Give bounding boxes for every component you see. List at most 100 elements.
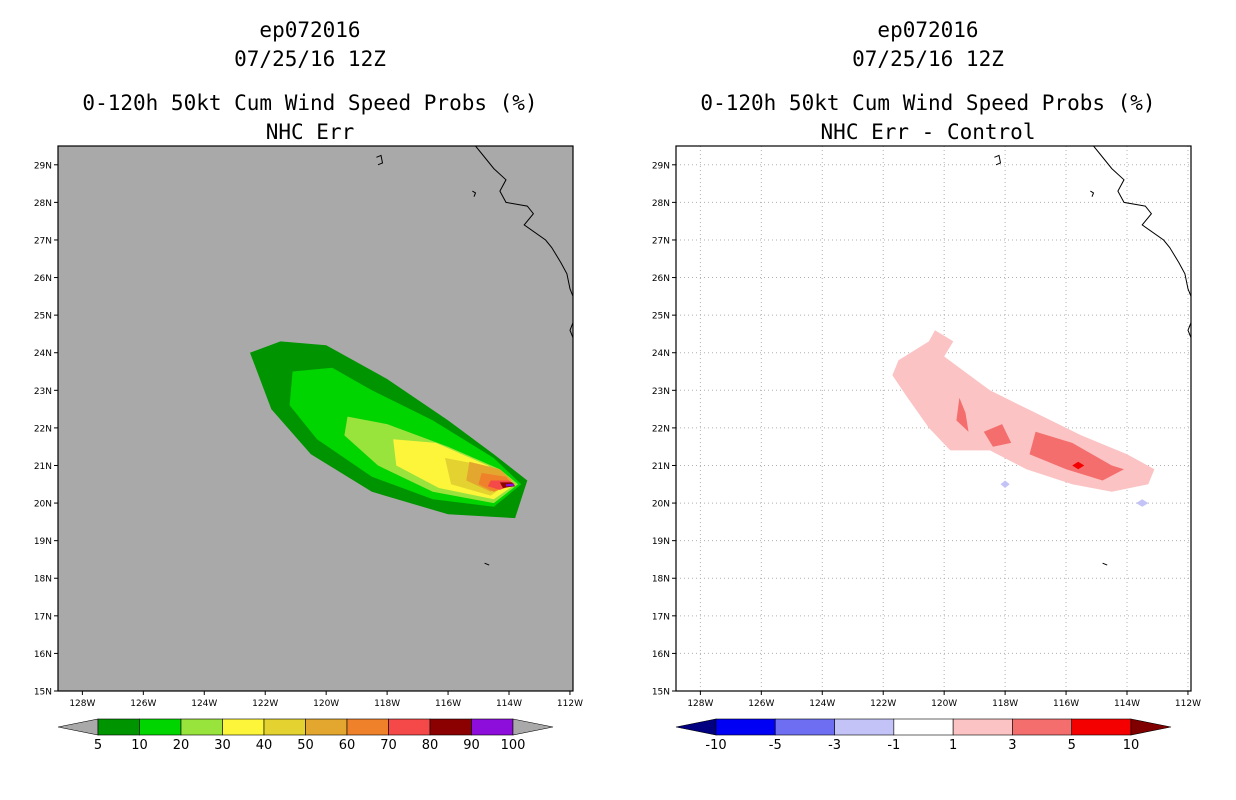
left-title-product: 0-120h 50kt Cum Wind Speed Probs (%) <box>82 91 538 115</box>
lon-label: 118W <box>992 699 1018 709</box>
lon-label: 122W <box>870 699 896 709</box>
lat-label: 29N <box>34 161 52 171</box>
lon-label: 124W <box>809 699 835 709</box>
lon-label: 118W <box>374 699 400 709</box>
lon-label: 114W <box>1114 699 1140 709</box>
colorbar-low-arrow <box>675 718 717 736</box>
lat-label: 18N <box>34 575 52 585</box>
lat-label: 20N <box>652 500 670 510</box>
map-frame <box>675 145 1192 692</box>
lon-label: 112W <box>1175 699 1201 709</box>
map-frame <box>57 145 574 692</box>
colorbar-label: -1 <box>887 738 900 753</box>
coastline <box>569 322 573 338</box>
contour-level-90 <box>506 483 514 487</box>
lat-label: 28N <box>652 199 670 209</box>
left-colorbar: 5 10 20 30 40 50 60 70 80 90 100 <box>57 718 554 753</box>
lat-label: 22N <box>34 424 52 434</box>
lat-label: 29N <box>652 161 670 171</box>
colorbar-swatch <box>222 718 265 736</box>
lon-label: 116W <box>435 699 461 709</box>
lon-label: 120W <box>931 699 957 709</box>
lon-label: 116W <box>1053 699 1079 709</box>
lat-label: 25N <box>652 312 670 322</box>
island-outline <box>484 562 490 566</box>
lon-label: 112W <box>557 699 583 709</box>
contour-level--1 <box>1136 499 1149 507</box>
colorbar-label: 80 <box>422 738 439 753</box>
lat-label: 26N <box>652 274 670 284</box>
island-outline <box>1102 562 1108 566</box>
lat-label: 16N <box>652 650 670 660</box>
contour-level-3 <box>1029 431 1124 481</box>
island-outline <box>376 154 384 166</box>
lon-label: 128W <box>69 699 95 709</box>
right-title-storm-id: ep072016 <box>877 18 979 42</box>
colorbar-label: 30 <box>214 738 231 753</box>
colorbar-swatch <box>180 718 223 736</box>
coastline <box>1187 322 1191 338</box>
contour-level-3 <box>983 424 1012 447</box>
colorbar-label: 70 <box>380 738 397 753</box>
lat-label: 21N <box>34 462 52 472</box>
colorbar-high-arrow <box>1130 718 1172 736</box>
colorbar-swatch <box>774 718 835 736</box>
left-title-storm-id: ep072016 <box>259 18 361 42</box>
left-probability-map: 29N 28N 27N 26N 25N 24N 23N 22N 21N 20N 19N 18N 17N 1… <box>34 145 583 709</box>
colorbar-label: 10 <box>131 738 148 753</box>
lat-label: 25N <box>34 312 52 322</box>
left-title-datetime: 07/25/16 12Z <box>234 47 386 71</box>
colorbar-high-arrow <box>512 718 554 736</box>
lat-label: 23N <box>34 387 52 397</box>
colorbar-low-arrow <box>57 718 99 736</box>
colorbar-label: 60 <box>339 738 356 753</box>
lat-label: 27N <box>652 236 670 246</box>
colorbar-label: -5 <box>769 738 782 753</box>
lon-label: 122W <box>252 699 278 709</box>
colorbar-label: 3 <box>1008 738 1016 753</box>
lat-label: 20N <box>34 500 52 510</box>
lat-label: 16N <box>34 650 52 660</box>
lat-label: 17N <box>34 612 52 622</box>
colorbar-label: -3 <box>828 738 841 753</box>
lon-label: 114W <box>496 699 522 709</box>
lat-label: 24N <box>34 349 52 359</box>
coastline <box>1092 146 1191 297</box>
contour-level-5 <box>1072 461 1085 470</box>
contour-level-3 <box>956 397 969 432</box>
colorbar-label: 5 <box>94 738 102 753</box>
colorbar-label: 90 <box>463 738 480 753</box>
right-colorbar: -10 -5 -3 -1 1 3 5 10 <box>675 718 1172 753</box>
lat-label: 19N <box>652 537 670 547</box>
right-title-product: 0-120h 50kt Cum Wind Speed Probs (%) <box>700 91 1156 115</box>
lat-label: 22N <box>652 424 670 434</box>
colorbar-swatch <box>471 718 514 736</box>
colorbar-swatch <box>715 718 776 736</box>
colorbar-label: 10 <box>1123 738 1140 753</box>
lon-label: 126W <box>748 699 774 709</box>
right-title-datetime: 07/25/16 12Z <box>852 47 1004 71</box>
colorbar-label: -10 <box>705 738 726 753</box>
colorbar-swatch <box>893 718 954 736</box>
lat-label: 27N <box>34 236 52 246</box>
colorbar-label: 100 <box>501 738 526 753</box>
colorbar-label: 1 <box>949 738 957 753</box>
left-title-model: NHC Err <box>265 120 355 144</box>
lat-label: 15N <box>34 688 52 698</box>
lat-label: 24N <box>652 349 670 359</box>
lon-label: 120W <box>313 699 339 709</box>
colorbar-swatch <box>139 718 182 736</box>
island-outline <box>472 190 477 197</box>
colorbar-label: 20 <box>173 738 190 753</box>
lat-label: 15N <box>652 688 670 698</box>
colorbar-swatch <box>346 718 389 736</box>
lat-label: 23N <box>652 387 670 397</box>
lon-label: 126W <box>130 699 156 709</box>
lat-label: 21N <box>652 462 670 472</box>
colorbar-swatch <box>388 718 431 736</box>
colorbar-label: 40 <box>256 738 273 753</box>
colorbar-swatch <box>1012 718 1073 736</box>
contour-level-1 <box>892 330 1155 492</box>
colorbar-label: 5 <box>1068 738 1076 753</box>
coastline <box>474 146 573 297</box>
